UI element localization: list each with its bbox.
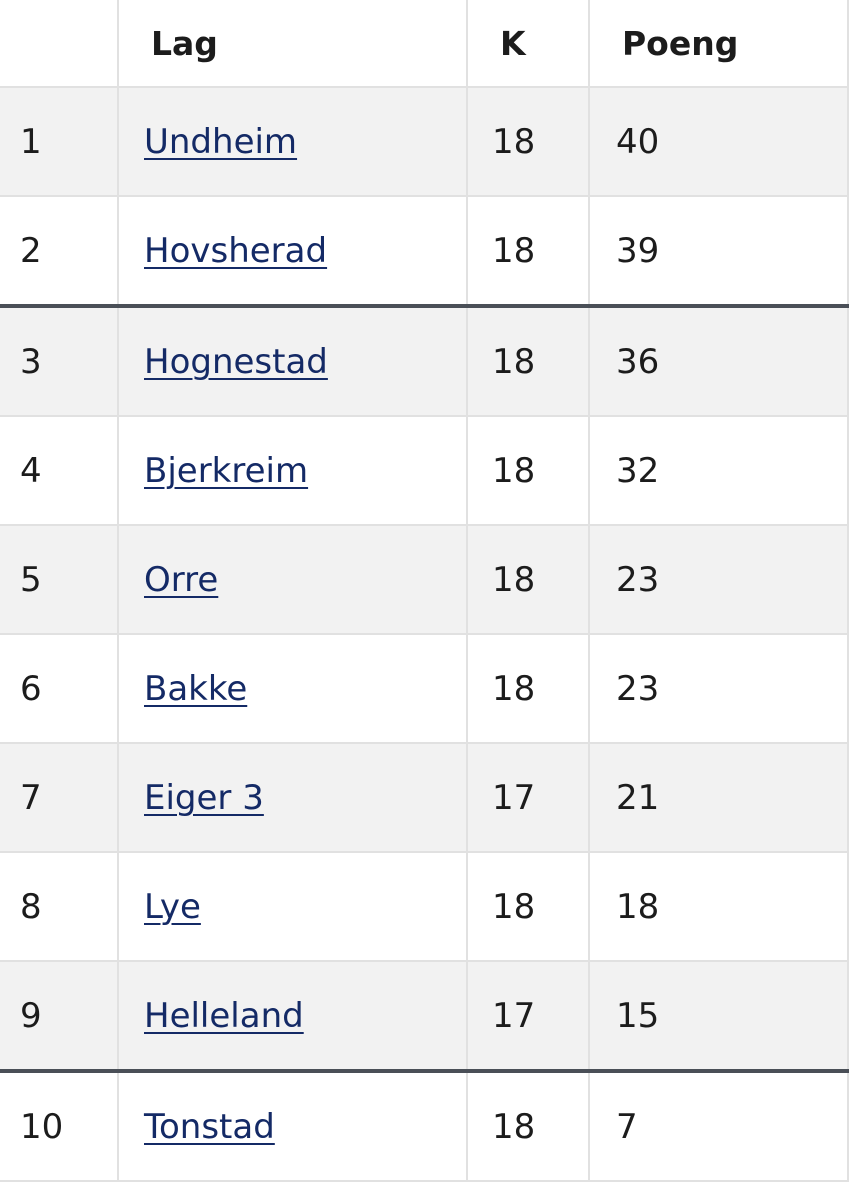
team-cell: Undheim [117,86,468,197]
points-cell: 32 [588,415,849,526]
team-link[interactable]: Bjerkreim [144,450,309,491]
team-cell: Bjerkreim [117,415,468,526]
rank-cell: 4 [0,415,119,526]
points-cell: 23 [588,524,849,635]
rank-cell: 9 [0,960,119,1072]
table-row: 2 Hovsherad 18 39 [0,195,849,307]
played-cell: 18 [466,86,590,197]
table-body: 1 Undheim 18 40 2 Hovsherad 18 39 3 Hognestad 18 36… [0,86,849,1182]
played-cell: 17 [466,742,590,853]
team-link[interactable]: Lye [144,886,201,927]
points-cell: 18 [588,851,849,962]
played-cell: 18 [466,633,590,744]
team-link[interactable]: Eiger 3 [144,777,264,818]
table-row: 5 Orre 18 23 [0,524,849,635]
rank-cell: 6 [0,633,119,744]
rank-cell: 1 [0,86,119,197]
team-link[interactable]: Tonstad [144,1106,275,1147]
team-link[interactable]: Bakke [144,668,248,709]
team-cell: Orre [117,524,468,635]
team-link[interactable]: Hovsherad [144,230,328,271]
team-cell: Helleland [117,960,468,1072]
team-link[interactable]: Hognestad [144,341,328,382]
header-row: Lag K Poeng [0,0,849,88]
table-row: 1 Undheim 18 40 [0,86,849,197]
points-cell: 21 [588,742,849,853]
points-cell: 40 [588,86,849,197]
table-row: 7 Eiger 3 17 21 [0,742,849,853]
table-row: 6 Bakke 18 23 [0,633,849,744]
points-cell: 39 [588,195,849,307]
rank-cell: 3 [0,304,119,417]
played-cell: 18 [466,415,590,526]
team-cell: Eiger 3 [117,742,468,853]
played-cell: 18 [466,304,590,417]
points-cell: 36 [588,304,849,417]
table-row: 10 Tonstad 18 7 [0,1069,849,1182]
played-cell: 18 [466,195,590,307]
table-head: Lag K Poeng [0,0,849,88]
team-cell: Lye [117,851,468,962]
rank-cell: 2 [0,195,119,307]
team-cell: Bakke [117,633,468,744]
team-cell: Tonstad [117,1069,468,1182]
played-cell: 18 [466,524,590,635]
rank-cell: 10 [0,1069,119,1182]
header-cell [0,0,119,88]
points-cell: 7 [588,1069,849,1182]
rank-cell: 5 [0,524,119,635]
table-row: 9 Helleland 17 15 [0,960,849,1072]
team-link[interactable]: Orre [144,559,219,600]
played-cell: 17 [466,960,590,1072]
team-link[interactable]: Undheim [144,121,298,162]
rank-cell: 7 [0,742,119,853]
header-cell: Poeng [588,0,849,88]
table-row: 3 Hognestad 18 36 [0,304,849,417]
table-row: 4 Bjerkreim 18 32 [0,415,849,526]
team-cell: Hovsherad [117,195,468,307]
header-cell: K [466,0,590,88]
played-cell: 18 [466,1069,590,1182]
table-row: 8 Lye 18 18 [0,851,849,962]
points-cell: 15 [588,960,849,1072]
points-cell: 23 [588,633,849,744]
team-cell: Hognestad [117,304,468,417]
rank-cell: 8 [0,851,119,962]
played-cell: 18 [466,851,590,962]
header-cell: Lag [117,0,468,88]
team-link[interactable]: Helleland [144,995,304,1036]
